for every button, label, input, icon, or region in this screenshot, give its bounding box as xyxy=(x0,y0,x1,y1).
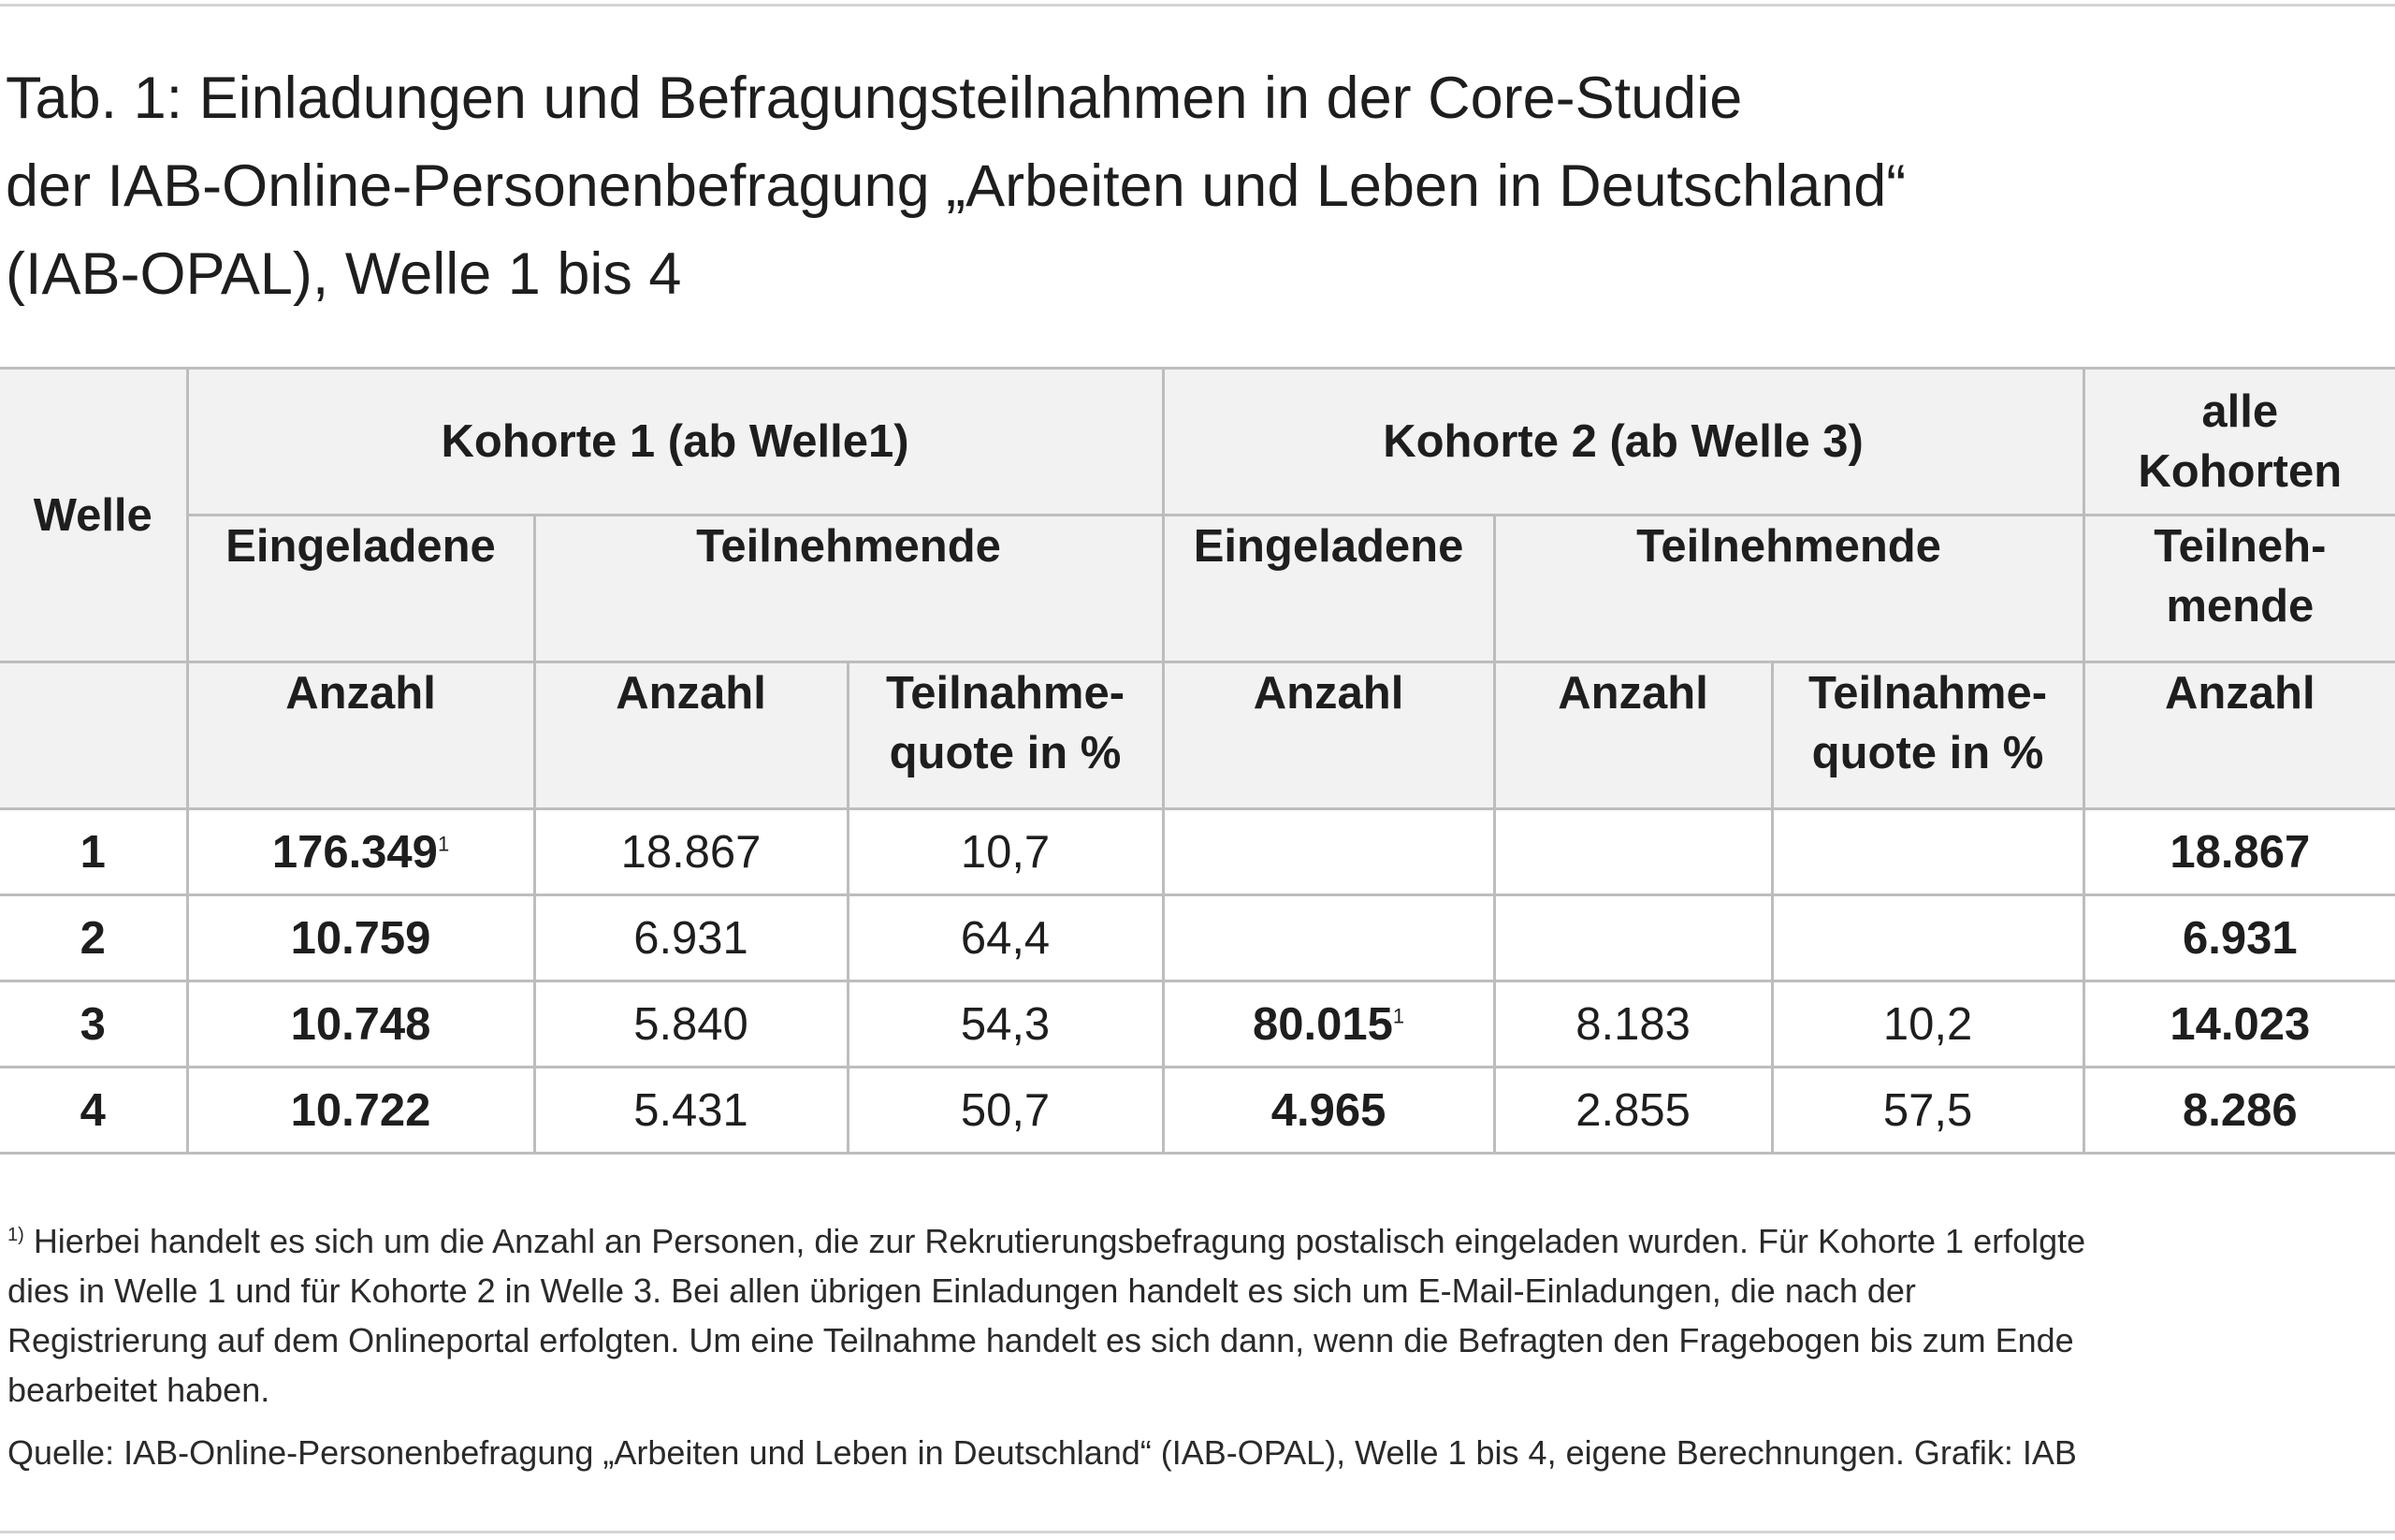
quote-line-2: quote in % xyxy=(889,728,1122,778)
alle-line-2: Kohorten xyxy=(2138,446,2343,497)
k1-eingeladen-cell: 176.3491 xyxy=(185,807,536,896)
k2-eingeladene-anzahl-header: Anzahl xyxy=(1161,661,1496,810)
k1-teilnehmende-cell: 6.931 xyxy=(532,893,849,982)
k1-eingeladen-cell: 10.722 xyxy=(185,1066,536,1155)
alle-cell: 18.867 xyxy=(2082,807,2395,896)
alle-teilnehmende-header: Teilneh- mende xyxy=(2082,514,2395,663)
k2-eingeladen-cell: 80.0151 xyxy=(1161,980,1496,1068)
alle-kohorten-header: alle Kohorten xyxy=(2082,367,2395,516)
footnote-line-2: dies in Welle 1 und für Kohorte 2 in Wel… xyxy=(7,1271,1916,1310)
alle-cell: 8.286 xyxy=(2082,1066,2395,1155)
footnote-line-4: bearbeitet haben. xyxy=(7,1371,270,1409)
k1-teilnehmende-cell: 5.431 xyxy=(532,1066,849,1155)
title-line-3: (IAB-OPAL), Welle 1 bis 4 xyxy=(6,241,682,307)
welle-header: Welle xyxy=(0,367,189,663)
alle-cell: 14.023 xyxy=(2082,980,2395,1068)
table-row: 4 10.722 5.431 50,7 4.965 2.855 57,5 8.2… xyxy=(0,1066,2395,1155)
k1-eingeladene-anzahl-header: Anzahl xyxy=(185,661,536,810)
k2-eingeladen-cell xyxy=(1161,807,1496,896)
k1-teilnehmende-cell: 5.840 xyxy=(532,980,849,1068)
footnote-line-3: Registrierung auf dem Onlineportal erfol… xyxy=(7,1321,2074,1359)
k1-teilnehmende-anzahl-header: Anzahl xyxy=(532,661,849,810)
alle-line-1: alle xyxy=(2201,386,2279,437)
footnote-line-1: 1) Hierbei handelt es sich um die Anzahl… xyxy=(7,1216,2388,1266)
source-note: Quelle: IAB-Online-Personenbefragung „Ar… xyxy=(7,1433,2077,1472)
footnote-text-1: Hierbei handelt es sich um die Anzahl an… xyxy=(33,1222,2086,1260)
top-divider xyxy=(0,4,2395,7)
k1-quote-cell: 54,3 xyxy=(846,980,1165,1068)
k2-quote-cell: 57,5 xyxy=(1770,1066,2085,1155)
k1-teilnehmende-header: Teilnehmende xyxy=(532,514,1165,663)
k1-eingeladene-header: Eingeladene xyxy=(187,514,536,663)
alle-cell: 6.931 xyxy=(2082,893,2395,982)
kohorte1-header: Kohorte 1 (ab Welle1) xyxy=(185,367,1165,516)
table-row: 1 176.3491 18.867 10,7 18.867 xyxy=(0,807,2395,896)
teilneh-line-2: mende xyxy=(2166,581,2315,632)
header-row-groups: Eingeladene Teilnehmende Eingeladene Tei… xyxy=(0,514,2395,663)
k2-eingeladen-cell: 4.965 xyxy=(1161,1066,1496,1155)
footnote-marker: 1 xyxy=(1392,1004,1405,1028)
k1-eingeladen-value: 10.748 xyxy=(290,998,431,1050)
alle-anzahl-header: Anzahl xyxy=(2082,661,2395,810)
k2-teilnehmende-cell xyxy=(1492,893,1774,982)
k2-teilnehmende-cell xyxy=(1492,807,1774,896)
welle-cell: 4 xyxy=(0,1066,189,1155)
welle-subheader-empty xyxy=(0,661,189,810)
kohorte2-header: Kohorte 2 (ab Welle 3) xyxy=(1161,367,2085,516)
k2-eingeladen-value: 4.965 xyxy=(1270,1084,1386,1136)
teilneh-line-1: Teilneh- xyxy=(2154,521,2327,572)
quote-line-1: Teilnahme- xyxy=(885,668,1125,719)
bottom-divider xyxy=(0,1531,2395,1533)
k2-teilnehmende-cell: 2.855 xyxy=(1492,1066,1774,1155)
welle-cell: 1 xyxy=(0,807,189,896)
k1-quote-cell: 50,7 xyxy=(846,1066,1165,1155)
k2-quote-header: Teilnahme- quote in % xyxy=(1770,661,2085,810)
k2-eingeladene-header: Eingeladene xyxy=(1161,514,1496,663)
k1-eingeladen-value: 10.759 xyxy=(290,912,431,964)
k1-quote-cell: 10,7 xyxy=(846,807,1165,896)
footnote-marker: 1 xyxy=(437,832,450,856)
footnote: 1) Hierbei handelt es sich um die Anzahl… xyxy=(7,1216,2388,1415)
title-line-1: Tab. 1: Einladungen und Befragungsteilna… xyxy=(6,65,1743,131)
header-row-measures: Anzahl Anzahl Teilnahme- quote in % Anza… xyxy=(0,661,2395,810)
table-row: 3 10.748 5.840 54,3 80.0151 8.183 10,2 1… xyxy=(0,980,2395,1068)
table-title: Tab. 1: Einladungen und Befragungsteilna… xyxy=(6,54,2382,318)
k2-quote-cell: 10,2 xyxy=(1770,980,2085,1068)
table-row: 2 10.759 6.931 64,4 6.931 xyxy=(0,893,2395,982)
footnote-marker: 1) xyxy=(7,1225,24,1245)
k1-quote-cell: 64,4 xyxy=(846,893,1165,982)
welle-cell: 2 xyxy=(0,893,189,982)
k1-quote-header: Teilnahme- quote in % xyxy=(846,661,1165,810)
title-line-2: der IAB-Online-Personenbefragung „Arbeit… xyxy=(6,153,1907,219)
k2-quote-cell xyxy=(1770,807,2085,896)
header-row-cohorts: Welle Kohorte 1 (ab Welle1) Kohorte 2 (a… xyxy=(0,367,2395,663)
k2-teilnehmende-cell: 8.183 xyxy=(1492,980,1774,1068)
k2-teilnehmende-anzahl-header: Anzahl xyxy=(1492,661,1774,810)
k1-eingeladen-value: 10.722 xyxy=(290,1084,431,1136)
k2-teilnehmende-header: Teilnehmende xyxy=(1492,514,2085,663)
welle-cell: 3 xyxy=(0,980,189,1068)
k2-quote-cell xyxy=(1770,893,2085,982)
k1-teilnehmende-cell: 18.867 xyxy=(532,807,849,896)
k1-eingeladen-value: 176.349 xyxy=(271,826,438,878)
quote-line-1: Teilnahme- xyxy=(1808,668,2048,719)
k1-eingeladen-cell: 10.759 xyxy=(185,893,536,982)
quote-line-2: quote in % xyxy=(1811,728,2044,778)
participation-table: Welle Kohorte 1 (ab Welle1) Kohorte 2 (a… xyxy=(0,367,2395,1155)
k2-eingeladen-cell xyxy=(1161,893,1496,982)
k1-eingeladen-cell: 10.748 xyxy=(185,980,536,1068)
k2-eingeladen-value: 80.015 xyxy=(1252,998,1393,1050)
